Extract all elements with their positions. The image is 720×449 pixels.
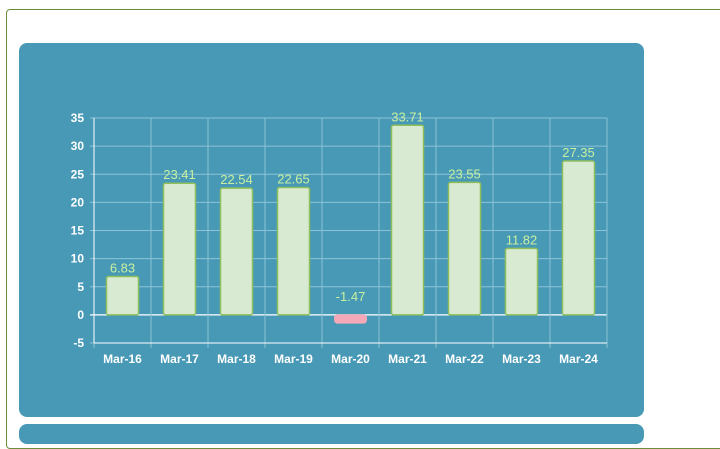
y-tick-label: 35 [71,111,85,125]
data-label: 11.82 [506,232,538,247]
data-label: 27.35 [562,145,595,160]
bar-mar-20 [334,314,367,324]
bar-mar-16 [105,275,140,316]
bar-mar-22 [447,181,482,316]
bar-mar-19 [276,186,311,316]
data-label: 6.83 [110,260,135,275]
data-label: 23.55 [448,166,481,181]
x-tick-label: Mar-20 [331,352,370,366]
bar-mar-17 [162,182,197,316]
x-tick-label: Mar-21 [388,352,427,366]
y-tick-label: 30 [71,139,85,153]
data-label: 23.41 [163,167,196,182]
bar-mar-24 [561,160,596,316]
x-tick-label: Mar-24 [559,352,598,366]
x-tick-label: Mar-23 [502,352,541,366]
data-label: 22.65 [277,171,310,186]
bar-mar-21 [390,124,425,316]
x-tick-label: Mar-22 [445,352,484,366]
y-tick-label: 25 [71,167,85,181]
x-tick-label: Mar-19 [274,352,313,366]
x-tick-label: Mar-17 [160,352,199,366]
y-tick-label: 0 [77,308,84,322]
data-label: 22.54 [220,172,253,187]
data-label: -1.47 [336,289,366,304]
y-tick-label: 10 [71,252,85,266]
data-label: 33.71 [391,109,424,124]
bar-mar-23 [504,247,539,316]
y-tick-label: 20 [71,195,85,209]
y-tick-label: 15 [71,224,85,238]
x-tick-label: Mar-16 [103,352,142,366]
y-tick-label: -5 [73,336,84,350]
bar-chart: 35 30 25 20 15 10 5 0 -5 6.83 Mar-16 23.41 Mar-17 22.… [71,109,608,366]
x-tick-label: Mar-18 [217,352,256,366]
y-tick-label: 5 [77,280,84,294]
bar-mar-18 [219,187,254,316]
